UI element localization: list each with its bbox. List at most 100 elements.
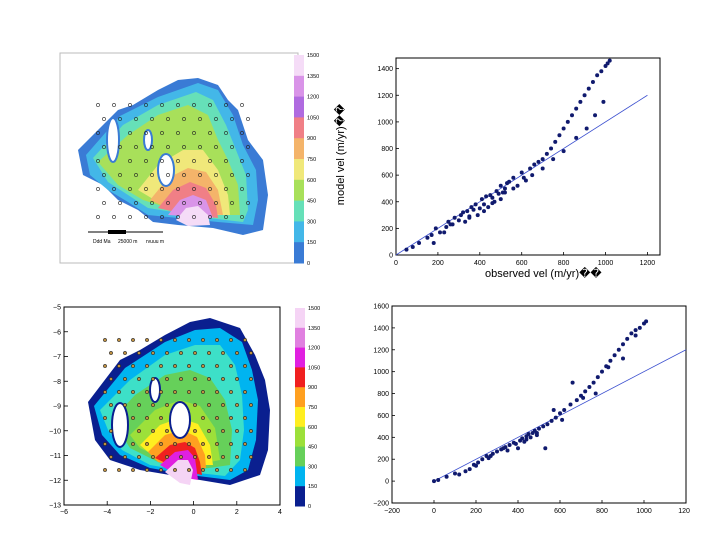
data-point xyxy=(629,331,634,336)
station-dot xyxy=(187,390,191,394)
y-tick-label: 400 xyxy=(381,199,393,206)
station-dot xyxy=(214,117,218,121)
station-dot xyxy=(182,201,186,205)
data-point xyxy=(549,418,554,423)
station-dot xyxy=(193,455,197,459)
fit-line xyxy=(433,349,687,482)
station-dot xyxy=(201,364,205,368)
station-dot xyxy=(240,131,244,135)
data-point xyxy=(595,375,600,380)
station-dot xyxy=(159,338,163,342)
station-dot xyxy=(102,201,106,205)
data-point xyxy=(410,245,415,250)
x-tick-label: 600 xyxy=(516,260,528,267)
data-point xyxy=(587,384,592,389)
data-point xyxy=(528,166,533,171)
station-dot xyxy=(96,187,100,191)
colorbar-segment xyxy=(294,138,304,160)
station-dot xyxy=(134,201,138,205)
data-point xyxy=(444,225,449,230)
x-tick-label: −200 xyxy=(384,508,400,515)
colorbar-tick-label: 1200 xyxy=(307,95,319,101)
x-tick-label: 0 xyxy=(394,260,398,267)
colorbar-tick-label: 300 xyxy=(308,464,317,470)
data-point xyxy=(453,471,457,476)
station-dot xyxy=(229,390,233,394)
colorbar-tick-label: 0 xyxy=(308,504,311,510)
colorbar-segment xyxy=(294,242,304,264)
station-dot xyxy=(131,364,135,368)
data-point xyxy=(607,58,612,63)
station-dot xyxy=(145,338,149,342)
station-dot xyxy=(103,364,107,368)
data-point xyxy=(612,353,617,358)
x-tick-label: 4 xyxy=(278,509,282,516)
station-dot xyxy=(145,442,149,446)
y-tick-label: −8 xyxy=(53,379,61,386)
station-dot xyxy=(207,455,211,459)
colorbar-tick-label: 750 xyxy=(307,157,316,163)
data-point xyxy=(471,207,476,212)
data-point xyxy=(477,206,482,211)
data-point xyxy=(560,417,565,422)
data-point xyxy=(507,179,512,184)
station-dot xyxy=(224,131,228,135)
data-point xyxy=(540,166,545,171)
station-dot xyxy=(150,145,154,149)
data-point xyxy=(582,93,587,98)
data-point xyxy=(633,328,638,333)
station-dot xyxy=(176,215,180,219)
station-dot xyxy=(160,131,164,135)
station-dot xyxy=(131,468,135,472)
data-point xyxy=(429,233,434,238)
station-dot xyxy=(144,215,148,219)
station-dot xyxy=(160,159,164,163)
station-dot xyxy=(102,173,106,177)
station-dot xyxy=(137,351,141,355)
station-dot xyxy=(112,187,116,191)
data-point xyxy=(521,175,526,180)
station-dot xyxy=(224,103,228,107)
data-point xyxy=(530,173,535,178)
station-dot xyxy=(166,145,170,149)
y-tick-label: 1400 xyxy=(373,325,389,332)
station-dot xyxy=(221,351,225,355)
plot-frame xyxy=(391,305,687,504)
data-point xyxy=(474,463,478,468)
data-point xyxy=(502,186,507,191)
data-point xyxy=(574,398,579,403)
colorbar-segment xyxy=(294,55,304,77)
velocity-map-top: Ddd Ma 25000 m rvuuu m 15001350120010509… xyxy=(59,52,319,267)
data-point xyxy=(551,157,556,162)
station-dot xyxy=(123,403,127,407)
scatter-top-panel: 0 200 400 600 800 1000 1200 0 200 400 600 800 1000 12… xyxy=(340,50,670,285)
station-dot xyxy=(179,377,183,381)
map-axes: −6 −4 −2 0 2 4 −5 −6 −7 −8 −9 −10 −11 −12 −13 xyxy=(49,305,282,517)
data-point xyxy=(599,69,604,74)
data-point xyxy=(581,395,586,400)
x-tick-label: 800 xyxy=(558,260,570,267)
data-point xyxy=(536,159,541,164)
station-dot xyxy=(102,117,106,121)
nunatak xyxy=(169,401,191,439)
data-point xyxy=(431,241,436,246)
map-top-panel: Ddd Ma 25000 m rvuuu m 1500 1350 1200 1050 9… xyxy=(58,50,358,267)
colorbar-tick-label: 450 xyxy=(308,445,317,451)
colorbar-segment xyxy=(295,347,305,368)
data-point xyxy=(467,215,472,220)
x-tick-label: 400 xyxy=(474,260,486,267)
station-dot xyxy=(173,442,177,446)
station-dot xyxy=(103,416,107,420)
nunatak xyxy=(149,377,161,403)
station-dot xyxy=(109,403,113,407)
station-dot xyxy=(176,103,180,107)
station-dot xyxy=(131,390,135,394)
data-point xyxy=(545,422,550,427)
station-dot xyxy=(192,159,196,163)
station-dot xyxy=(229,338,233,342)
colorbar-tick-label: 450 xyxy=(307,199,316,205)
station-dot xyxy=(109,351,113,355)
data-point xyxy=(534,430,539,435)
data-point xyxy=(621,356,625,361)
station-dot xyxy=(229,364,233,368)
